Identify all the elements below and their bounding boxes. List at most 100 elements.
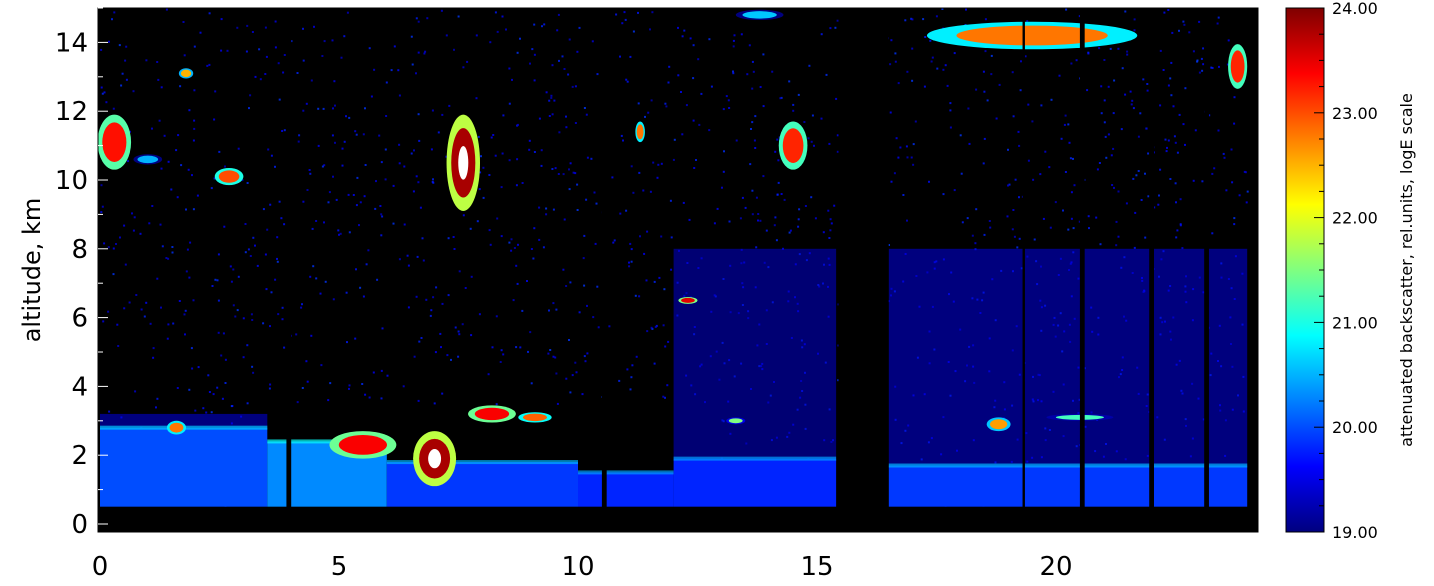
noise-pixel	[1014, 178, 1017, 181]
noise-pixel	[608, 325, 611, 328]
noise-pixel	[103, 242, 106, 245]
noise-pixel	[615, 13, 618, 16]
noise-pixel	[217, 331, 220, 334]
noise-pixel	[1213, 167, 1216, 170]
noise-pixel	[727, 99, 730, 102]
noise-pixel	[312, 265, 315, 268]
noise-pixel	[563, 218, 566, 221]
cloud-feature-core	[428, 449, 442, 469]
noise-pixel	[323, 164, 326, 167]
noise-pixel	[576, 50, 579, 53]
noise-pixel	[725, 95, 728, 98]
noise-pixel	[629, 388, 632, 391]
noise-pixel	[681, 35, 684, 38]
noise-pixel	[335, 198, 338, 201]
noise-pixel	[1124, 10, 1127, 13]
noise-pixel	[1027, 103, 1030, 106]
noise-pixel	[990, 54, 993, 57]
noise-pixel	[332, 298, 335, 301]
noise-pixel	[1175, 236, 1178, 239]
noise-pixel	[311, 227, 314, 230]
noise-pixel	[406, 254, 409, 257]
noise-pixel	[836, 19, 839, 22]
noise-pixel	[552, 355, 555, 358]
noise-pixel	[975, 88, 978, 91]
noise-pixel	[363, 195, 366, 198]
noise-pixel	[936, 67, 939, 70]
noise-pixel	[1105, 156, 1108, 159]
noise-pixel	[266, 228, 269, 231]
noise-pixel	[889, 111, 892, 114]
noise-pixel	[1182, 20, 1185, 23]
noise-pixel	[464, 287, 467, 289]
noise-pixel	[1120, 128, 1123, 131]
noise-pixel	[236, 26, 239, 29]
noise-pixel	[837, 303, 840, 306]
noise-pixel	[116, 323, 119, 326]
noise-pixel	[220, 18, 223, 21]
noise-pixel	[229, 265, 232, 268]
noise-pixel	[751, 87, 754, 90]
noise-pixel	[538, 117, 541, 120]
noise-pixel	[966, 217, 969, 220]
noise-pixel	[1070, 62, 1073, 65]
noise-pixel	[105, 101, 108, 104]
noise-pixel	[1218, 65, 1220, 68]
noise-pixel	[343, 35, 346, 38]
noise-pixel	[199, 31, 202, 34]
noise-pixel	[990, 73, 993, 76]
plot-frame	[97, 7, 1259, 533]
noise-pixel	[1153, 151, 1155, 154]
x-tick-label: 20	[1039, 552, 1072, 582]
noise-pixel	[974, 242, 977, 245]
noise-pixel	[309, 172, 312, 175]
noise-pixel	[101, 92, 104, 95]
noise-pixel	[380, 397, 383, 400]
noise-pixel	[652, 161, 655, 164]
noise-pixel	[894, 60, 897, 63]
noise-pixel	[1104, 135, 1107, 138]
noise-pixel	[622, 139, 624, 142]
noise-pixel	[430, 148, 433, 151]
noise-pixel	[1144, 236, 1147, 239]
noise-pixel	[555, 372, 558, 375]
noise-pixel	[1211, 67, 1214, 69]
noise-pixel	[967, 107, 970, 110]
noise-pixel	[568, 168, 570, 171]
noise-pixel	[740, 33, 743, 36]
noise-pixel	[411, 63, 414, 66]
noise-pixel	[578, 311, 581, 314]
noise-pixel	[175, 149, 178, 152]
noise-pixel	[372, 371, 375, 374]
noise-pixel	[1201, 69, 1204, 72]
noise-pixel	[236, 309, 239, 312]
noise-pixel	[665, 105, 668, 108]
noise-pixel	[305, 102, 308, 105]
noise-pixel	[904, 19, 907, 22]
noise-pixel	[276, 236, 279, 239]
noise-pixel	[984, 18, 987, 21]
noise-pixel	[128, 130, 131, 133]
noise-pixel	[928, 180, 930, 183]
noise-pixel	[695, 159, 697, 161]
noise-pixel	[982, 162, 985, 165]
noise-pixel	[911, 18, 914, 21]
noise-pixel	[620, 134, 623, 137]
noise-pixel	[214, 278, 217, 281]
noise-pixel	[623, 11, 626, 14]
noise-pixel	[1087, 52, 1090, 55]
noise-pixel	[1245, 201, 1248, 204]
noise-pixel	[1244, 171, 1247, 174]
noise-pixel	[583, 107, 586, 109]
noise-pixel	[1075, 59, 1078, 62]
noise-pixel	[242, 356, 245, 359]
noise-pixel	[1067, 123, 1070, 126]
noise-pixel	[837, 379, 840, 382]
noise-pixel	[156, 397, 159, 400]
noise-pixel	[1068, 141, 1071, 144]
noise-pixel	[1039, 173, 1042, 176]
noise-pixel	[516, 51, 519, 54]
noise-pixel	[323, 221, 325, 224]
noise-pixel	[988, 220, 991, 222]
noise-pixel	[301, 387, 304, 389]
